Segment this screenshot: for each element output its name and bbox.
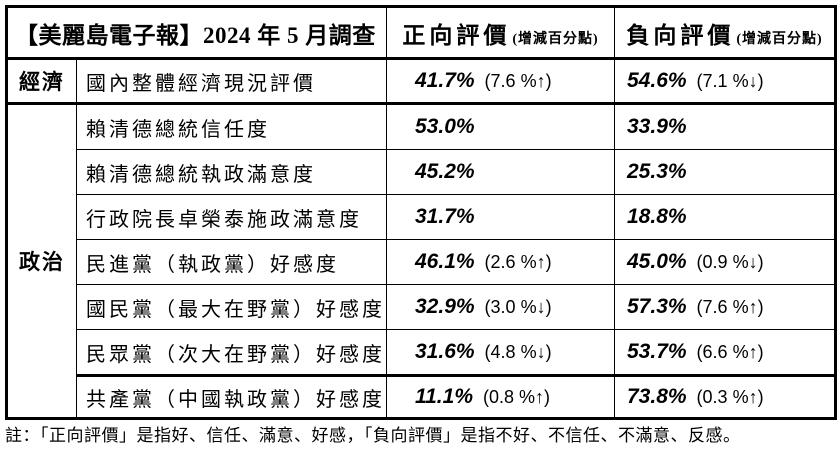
category-politics: 政治 xyxy=(6,103,77,419)
table-header-row: 【美麗島電子報】2024 年 5 月調查 正向評價 (增減百分點) 負向評價 (增減… xyxy=(6,6,836,60)
positive-column-header: 正向評價 (增減百分點) xyxy=(386,6,615,60)
row-label: 國內整體經濟現況評價 xyxy=(76,58,387,105)
negative-value-cell: 25.3% xyxy=(614,149,836,195)
negative-value: 53.7% xyxy=(627,340,687,363)
negative-value: 45.0% xyxy=(627,250,687,273)
positive-change: (7.6 %↑) xyxy=(484,71,552,91)
positive-value: 46.1% xyxy=(415,250,475,273)
positive-value-cell: 45.2% xyxy=(386,149,615,195)
row-label: 國民黨（最大在野黨）好感度 xyxy=(76,284,387,330)
table-row: 民眾黨（次大在野黨）好感度 31.6% (4.8 %↓) 53.7% (6.6 %↑… xyxy=(7,329,836,376)
negative-value: 33.9% xyxy=(627,115,687,138)
positive-value-cell: 41.7% (7.6 %↑) xyxy=(386,58,615,105)
negative-column-label: 負向評價 xyxy=(626,22,735,48)
negative-change: (7.1 %↓) xyxy=(696,71,764,91)
positive-value: 45.2% xyxy=(415,160,475,183)
negative-change: (0.9 %↓) xyxy=(696,252,764,272)
negative-change: (0.3 %↑) xyxy=(696,387,764,407)
positive-value-cell: 31.7% xyxy=(386,194,615,240)
negative-value: 73.8% xyxy=(627,385,687,408)
negative-column-sublabel: (增減百分點) xyxy=(736,31,823,47)
table-row: 經濟 國內整體經濟現況評價 41.7% (7.6 %↑) 54.6% (7.1 %↓… xyxy=(6,58,836,105)
row-label: 賴清德總統信任度 xyxy=(76,103,387,150)
poll-table: 【美麗島電子報】2024 年 5 月調查 正向評價 (增減百分點) 負向評價 (增減… xyxy=(5,5,837,420)
positive-change: (3.0 %↓) xyxy=(484,297,552,317)
negative-change: (6.6 %↑) xyxy=(696,342,764,362)
row-label: 賴清德總統執政滿意度 xyxy=(76,149,387,195)
positive-change: (4.8 %↓) xyxy=(484,342,552,362)
negative-value: 18.8% xyxy=(627,205,687,228)
row-label: 行政院長卓榮泰施政滿意度 xyxy=(76,194,387,240)
positive-value: 41.7% xyxy=(415,69,475,92)
row-label: 民眾黨（次大在野黨）好感度 xyxy=(76,329,387,376)
positive-value-cell: 32.9% (3.0 %↓) xyxy=(386,284,615,330)
negative-value: 25.3% xyxy=(627,160,687,183)
positive-column-sublabel: (增減百分點) xyxy=(512,31,599,47)
positive-value-cell: 53.0% xyxy=(386,103,615,150)
positive-change: (0.8 %↑) xyxy=(483,387,551,407)
negative-value-cell: 54.6% (7.1 %↓) xyxy=(614,58,836,105)
negative-value-cell: 18.8% xyxy=(614,194,836,240)
table-title: 【美麗島電子報】2024 年 5 月調查 xyxy=(6,6,387,60)
table-row: 民進黨（執政黨）好感度 46.1% (2.6 %↑) 45.0% (0.9 %↓) xyxy=(7,239,836,285)
table-row: 共產黨（中國執政黨）好感度 11.1% (0.8 %↑) 73.8% (0.3 %↑… xyxy=(7,374,836,419)
positive-value-cell: 11.1% (0.8 %↑) xyxy=(386,374,615,419)
category-economy: 經濟 xyxy=(6,58,77,105)
positive-change: (2.6 %↑) xyxy=(484,252,552,272)
row-label: 共產黨（中國執政黨）好感度 xyxy=(76,374,387,419)
positive-value-cell: 31.6% (4.8 %↓) xyxy=(386,329,615,376)
table-row: 行政院長卓榮泰施政滿意度 31.7% 18.8% xyxy=(7,194,836,240)
footnote: 註：「正向評價」是指好、信任、滿意、好感，「負向評價」是指不好、不信任、不滿意、… xyxy=(5,426,741,445)
positive-value: 31.6% xyxy=(415,340,475,363)
negative-value-cell: 33.9% xyxy=(614,103,836,150)
negative-value: 57.3% xyxy=(627,295,687,318)
negative-value-cell: 57.3% (7.6 %↑) xyxy=(614,284,836,330)
negative-value-cell: 45.0% (0.9 %↓) xyxy=(614,239,836,285)
positive-value: 53.0% xyxy=(415,115,475,138)
positive-value: 11.1% xyxy=(415,385,473,408)
positive-column-label: 正向評價 xyxy=(402,22,511,48)
negative-column-header: 負向評價 (增減百分點) xyxy=(614,6,836,60)
row-label: 民進黨（執政黨）好感度 xyxy=(76,239,387,285)
table-row: 賴清德總統執政滿意度 45.2% 25.3% xyxy=(7,149,836,195)
negative-value-cell: 73.8% (0.3 %↑) xyxy=(614,374,836,419)
positive-value-cell: 46.1% (2.6 %↑) xyxy=(386,239,615,285)
positive-value: 31.7% xyxy=(415,205,475,228)
negative-value-cell: 53.7% (6.6 %↑) xyxy=(614,329,836,376)
table-row: 政治 賴清德總統信任度 53.0% 33.9% xyxy=(6,103,836,419)
negative-value: 54.6% xyxy=(627,69,687,92)
negative-change: (7.6 %↑) xyxy=(696,297,764,317)
table-row: 國民黨（最大在野黨）好感度 32.9% (3.0 %↓) 57.3% (7.6 %↑… xyxy=(7,284,836,330)
positive-value: 32.9% xyxy=(415,295,475,318)
